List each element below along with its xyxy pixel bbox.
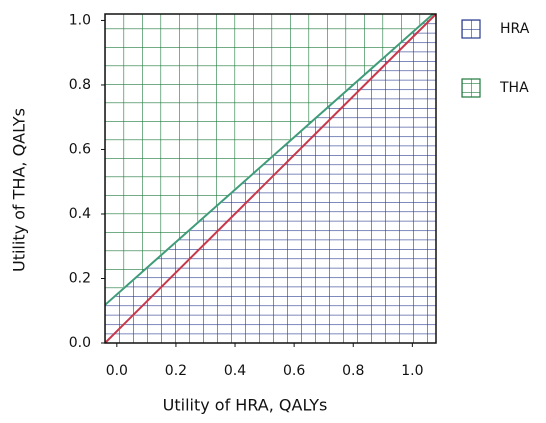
y-tick-label: 0.8 [69, 77, 91, 93]
y-tick-label: 0.6 [69, 141, 91, 157]
legend-label: HRA [500, 21, 530, 37]
plot-frame [104, 13, 437, 344]
x-tick-label: 0.0 [106, 363, 128, 379]
x-tick-label: 0.6 [283, 363, 305, 379]
y-tick-label: 0.0 [69, 335, 91, 351]
x-tick-label: 0.8 [342, 363, 364, 379]
x-axis-label: Utility of HRA, QALYs [163, 396, 328, 415]
y-tick-label: 1.0 [69, 12, 91, 28]
threshold-line [104, 13, 437, 344]
legend-label: THA [499, 80, 529, 96]
x-tick-label: 0.4 [224, 363, 246, 379]
y-tick-label: 0.4 [69, 206, 91, 222]
legend-swatch [461, 19, 481, 39]
x-tick-label: 1.0 [401, 363, 423, 379]
y-tick-label: 0.2 [69, 270, 91, 286]
y-axis-label: Utility of THA, QALYs [10, 108, 29, 272]
threshold-line [104, 13, 434, 306]
x-tick-label: 0.2 [165, 363, 187, 379]
legend-swatch [461, 78, 481, 98]
